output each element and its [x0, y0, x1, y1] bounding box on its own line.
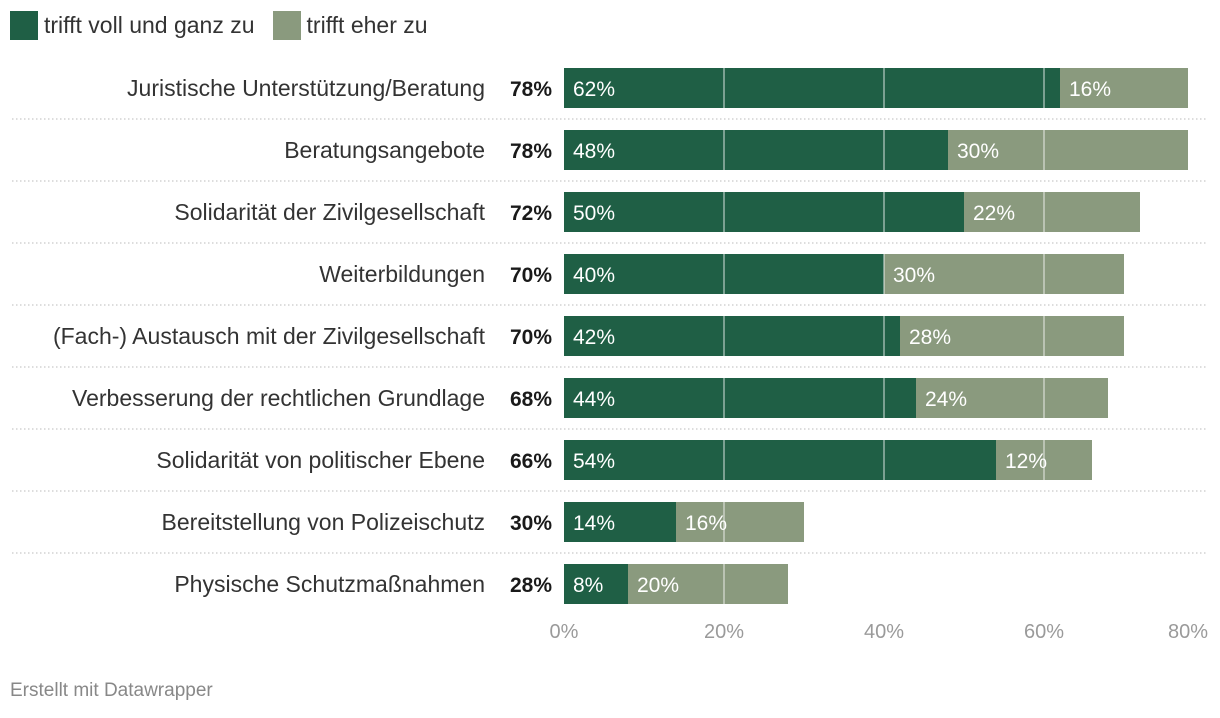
- bar-segment-voll: [564, 564, 628, 604]
- category-label: Verbesserung der rechtlichen Grundlage: [72, 385, 485, 411]
- data-label-voll: 42%: [573, 326, 615, 349]
- bar-segment-voll: [564, 68, 1060, 108]
- data-label-voll: 8%: [573, 574, 603, 597]
- total-label: 78%: [510, 78, 552, 101]
- legend-item-eher: trifft eher zu: [272, 11, 428, 40]
- bar-segment-eher: [900, 316, 1124, 356]
- data-label-eher: 24%: [925, 388, 967, 411]
- total-label: 70%: [510, 264, 552, 287]
- data-label-eher: 12%: [1005, 450, 1047, 473]
- bar-segment-eher: [916, 378, 1108, 418]
- total-label: 68%: [510, 388, 552, 411]
- total-label: 72%: [510, 202, 552, 225]
- stacked-bar-chart: Juristische Unterstützung/Beratung 78% 62%…: [12, 68, 1208, 643]
- category-label: Juristische Unterstützung/Beratung: [127, 75, 485, 101]
- bar-segment-voll: [564, 502, 676, 542]
- x-tick-label: 80%: [1168, 621, 1208, 643]
- legend-label-eher: trifft eher zu: [306, 12, 428, 38]
- bar-segment-voll: [564, 440, 996, 480]
- total-label: 66%: [510, 450, 552, 473]
- data-label-eher: 22%: [973, 202, 1015, 225]
- bar-segment-eher: [628, 564, 788, 604]
- footer-credit: Erstellt mit Datawrapper: [10, 680, 213, 701]
- data-label-voll: 50%: [573, 202, 615, 225]
- data-label-eher: 16%: [685, 512, 727, 535]
- data-label-voll: 44%: [573, 388, 615, 411]
- data-label-eher: 20%: [637, 574, 679, 597]
- category-label: Solidarität der Zivilgesellschaft: [174, 199, 485, 225]
- x-tick-label: 40%: [864, 621, 904, 643]
- category-label: Physische Schutzmaßnahmen: [174, 571, 485, 597]
- legend-swatch-voll: [10, 11, 38, 40]
- data-label-voll: 14%: [573, 512, 615, 535]
- bar-segment-eher: [948, 130, 1188, 170]
- bar-segment-eher: [964, 192, 1140, 232]
- bar-segment-eher: [676, 502, 804, 542]
- category-label: Bereitstellung von Polizeischutz: [162, 509, 485, 535]
- legend: trifft voll und ganz zu trifft eher zu: [10, 11, 446, 40]
- data-label-eher: 28%: [909, 326, 951, 349]
- category-label: Solidarität von politischer Ebene: [156, 447, 485, 473]
- total-label: 70%: [510, 326, 552, 349]
- category-label: (Fach-) Austausch mit der Zivilgesellsch…: [53, 323, 486, 349]
- data-label-eher: 16%: [1069, 78, 1111, 101]
- bar-segment-voll: [564, 130, 948, 170]
- bar-segment-voll: [564, 316, 900, 356]
- legend-swatch-eher: [272, 11, 301, 40]
- x-tick-label: 20%: [704, 621, 744, 643]
- data-label-voll: 62%: [573, 78, 615, 101]
- data-label-voll: 40%: [573, 264, 615, 287]
- total-label: 28%: [510, 574, 552, 597]
- total-label: 30%: [510, 512, 552, 535]
- x-tick-label: 60%: [1024, 621, 1064, 643]
- data-label-voll: 48%: [573, 140, 615, 163]
- data-label-voll: 54%: [573, 450, 615, 473]
- legend-item-voll: trifft voll und ganz zu: [10, 11, 255, 40]
- x-tick-label: 0%: [550, 621, 579, 643]
- bar-segment-eher: [1060, 68, 1188, 108]
- category-label: Beratungsangebote: [284, 137, 485, 163]
- bar-segment-eher: [884, 254, 1124, 294]
- category-label: Weiterbildungen: [319, 261, 485, 287]
- data-label-eher: 30%: [893, 264, 935, 287]
- data-label-eher: 30%: [957, 140, 999, 163]
- legend-label-voll: trifft voll und ganz zu: [44, 12, 255, 38]
- bar-segment-voll: [564, 378, 916, 418]
- bar-segment-voll: [564, 192, 964, 232]
- total-label: 78%: [510, 140, 552, 163]
